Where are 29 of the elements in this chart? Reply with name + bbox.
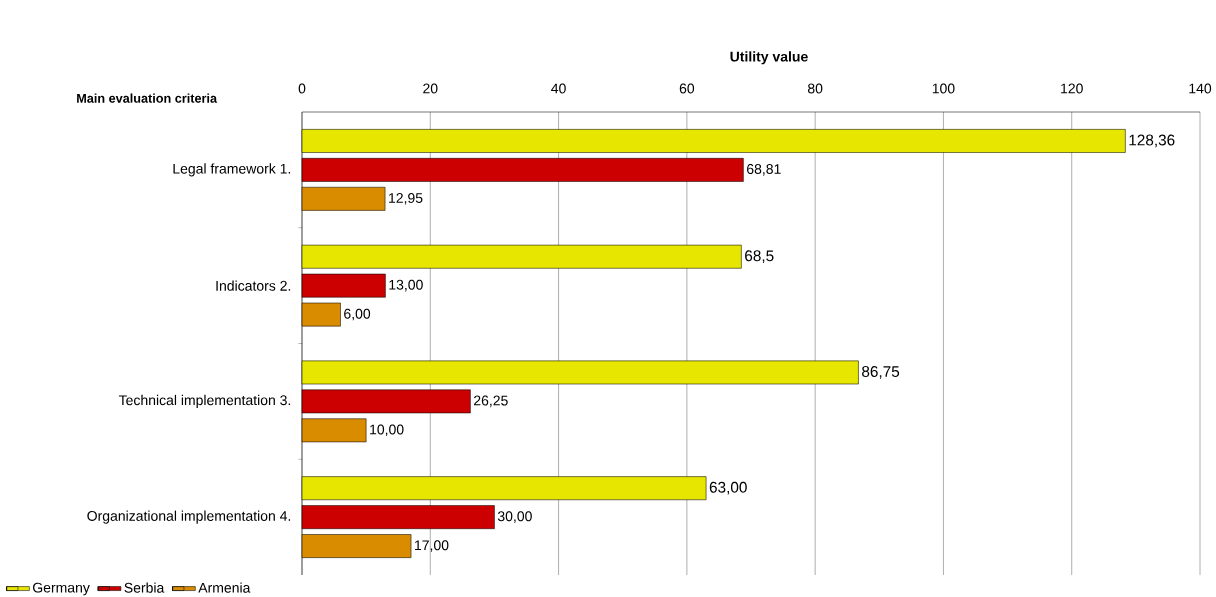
- data-label: 68,81: [747, 164, 781, 176]
- data-label: 63,00: [709, 481, 747, 495]
- data-label: 10,00: [370, 424, 404, 437]
- x-axis-title: Utility value: [730, 51, 808, 65]
- x-tick-label: 100: [932, 83, 955, 94]
- data-label: 128,36: [1129, 134, 1175, 148]
- x-tick-label: 80: [807, 83, 823, 94]
- legend-label: Germany: [33, 582, 90, 596]
- data-label: 6,00: [344, 308, 371, 321]
- data-label: 30,00: [497, 511, 532, 523]
- data-label: 68,5: [745, 250, 774, 264]
- x-tick-label: 120: [1061, 83, 1083, 94]
- y-tick-label: Indicators 2.: [216, 280, 291, 291]
- data-label: 13,00: [389, 279, 423, 292]
- legend-label: Armenia: [198, 582, 251, 593]
- data-label: 17,00: [415, 540, 449, 552]
- y-tick-label: Technical implementation 3.: [118, 394, 291, 408]
- x-tick-label: 20: [423, 83, 438, 94]
- x-tick-label: 60: [679, 83, 695, 94]
- data-label: 86,75: [862, 366, 900, 379]
- y-axis-title: Main evaluation criteria: [77, 93, 218, 103]
- legend-label: Serbia: [124, 582, 165, 593]
- x-tick-label: 40: [551, 83, 566, 94]
- data-label: 26,25: [474, 395, 508, 408]
- x-tick-label: 140: [1189, 83, 1212, 94]
- x-tick-label: 0: [298, 83, 306, 94]
- y-tick-label: Legal framework 1.: [173, 163, 291, 177]
- data-label: 12,95: [389, 193, 423, 205]
- y-tick-label: Organizational implementation 4.: [87, 510, 291, 524]
